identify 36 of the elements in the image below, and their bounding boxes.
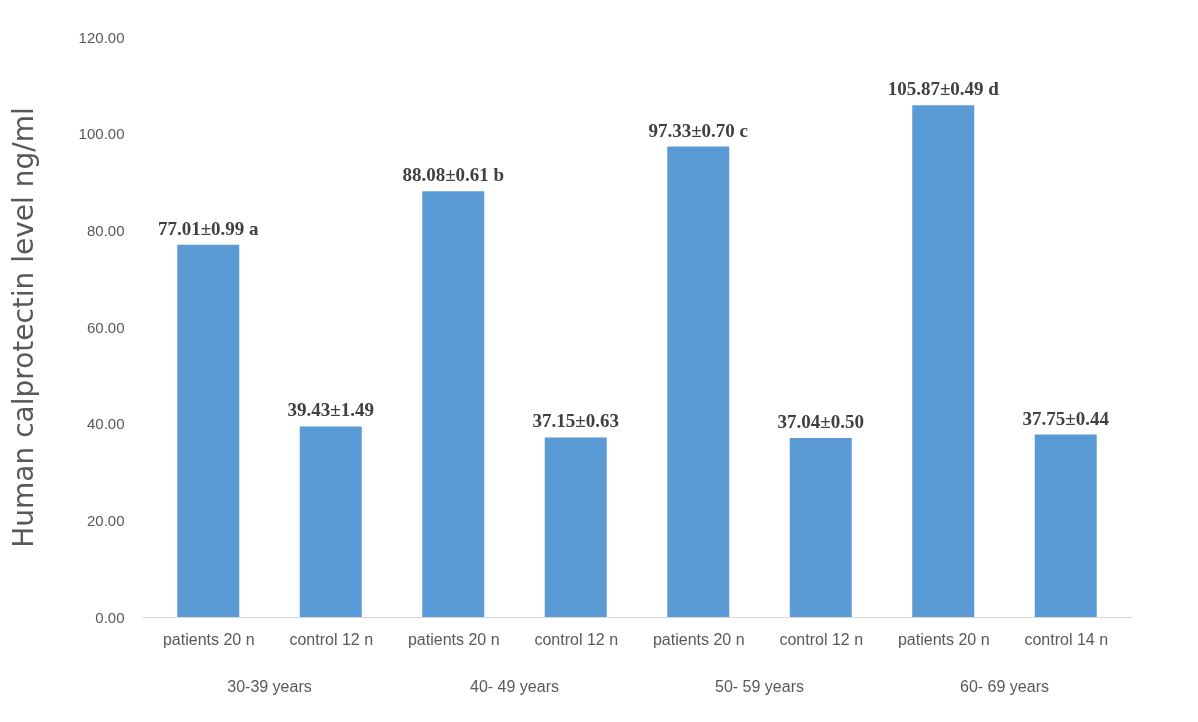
data-label: 105.87±0.49 d xyxy=(887,78,1000,100)
bar xyxy=(667,146,730,617)
y-tick-label: 120.00 xyxy=(78,28,125,46)
data-label: 37.04±0.50 xyxy=(777,410,864,432)
bar xyxy=(177,244,240,617)
text: 60- 69 years xyxy=(960,678,1049,695)
x-tick-label: control 12 n xyxy=(534,630,619,648)
data-label: 77.01±0.99 a xyxy=(157,217,260,239)
text: 40- 49 years xyxy=(470,678,559,695)
y-axis-title: Human calprotectin level ng/ml xyxy=(6,107,40,548)
data-label: 88.08±0.61 b xyxy=(402,164,505,186)
bar xyxy=(789,437,852,617)
x-tick-label: control 12 n xyxy=(779,630,864,648)
bar xyxy=(544,437,607,617)
bar xyxy=(1034,434,1097,617)
text: 50- 59 years xyxy=(715,678,804,695)
y-tick-label: 20.00 xyxy=(86,511,125,529)
x-tick-label: patients 20 n xyxy=(162,630,255,648)
y-tick-label: 80.00 xyxy=(86,221,125,239)
bar xyxy=(422,191,485,617)
x-tick-label: control 14 n xyxy=(1024,630,1109,648)
x-tick-label: control 12 n xyxy=(289,630,374,648)
data-label: 37.75±0.44 xyxy=(1022,407,1110,429)
data-label: 97.33±0.70 c xyxy=(648,119,749,141)
y-tick-label: 60.00 xyxy=(86,318,125,336)
x-tick-label: patients 20 n xyxy=(897,630,990,648)
bar xyxy=(299,426,362,617)
text: 30-39 years xyxy=(227,678,312,695)
x-tick-label: patients 20 n xyxy=(407,630,500,648)
y-tick-label: 40.00 xyxy=(86,415,125,433)
x-tick-label: patients 20 n xyxy=(652,630,745,648)
bar xyxy=(912,105,975,617)
data-label: 39.43±1.49 xyxy=(287,399,374,421)
data-label: 37.15±0.63 xyxy=(532,410,619,432)
y-tick-label: 0.00 xyxy=(95,608,125,626)
y-tick-label: 100.00 xyxy=(78,125,125,143)
